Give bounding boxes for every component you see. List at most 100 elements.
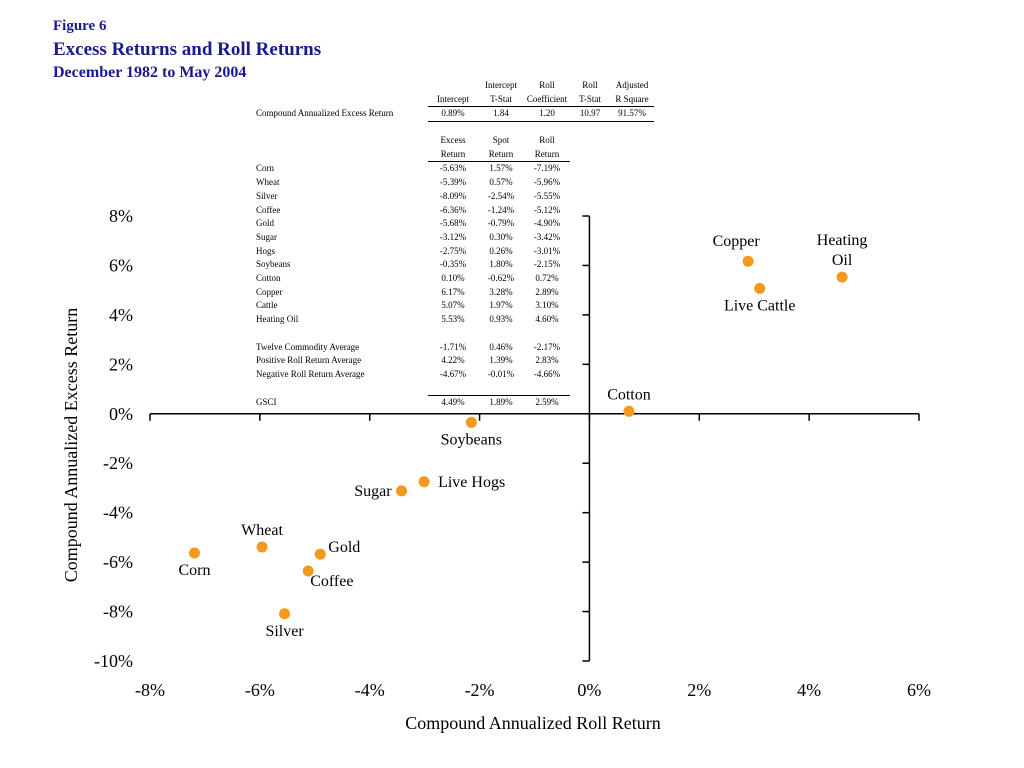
returns-row: Sugar -3.12% 0.30% -3.42%: [256, 231, 570, 245]
returns-spacer-cell: [256, 327, 570, 341]
returns-gsci-row-c3: 2.59%: [524, 395, 570, 411]
returns-row-c2: 0.93%: [489, 314, 513, 325]
returns-row-c1: 5.07%: [441, 300, 465, 311]
chart-points: [188, 255, 848, 620]
ret-h2-c3: Return: [524, 147, 570, 163]
returns-row-c3: -5.96%: [533, 177, 561, 188]
returns-row: Copper 6.17% 3.28% 2.89%: [256, 286, 570, 300]
figure-title: Excess Returns and Roll Returns: [53, 39, 322, 60]
data-point: [396, 485, 408, 497]
returns-row-c0: Gold: [256, 218, 274, 229]
reg-h2-c5: R Square: [610, 92, 654, 108]
data-point: [754, 282, 766, 294]
returns-gsci-row-c2: 1.89%: [478, 395, 524, 411]
returns-row-c0: Silver: [256, 190, 278, 201]
x-tick-label: 6%: [907, 680, 931, 700]
reg-h2-c4: T-Stat: [570, 92, 610, 108]
returns-row-c2: 3.28%: [489, 286, 513, 297]
returns-row-c1: -5.68%: [439, 218, 467, 229]
returns-row-c2: 0.57%: [489, 177, 513, 188]
point-label: Silver: [265, 623, 304, 640]
ret-h1-c0: [256, 134, 428, 148]
reg-h2-c3: Coefficient: [524, 92, 570, 108]
figure-label: Figure 6: [53, 18, 107, 34]
regression-data-row: Compound Annualized Excess Return 0.89% …: [256, 106, 654, 123]
returns-row-c0: Cotton: [256, 273, 281, 284]
returns-header-row-1: Excess Spot Roll: [256, 134, 570, 148]
y-tick-label: 2%: [109, 354, 133, 374]
returns-row-c3: 0.72%: [535, 273, 559, 284]
x-tick-label: 2%: [687, 680, 711, 700]
returns-row-c2: 1.57%: [489, 163, 513, 174]
returns-row-c2: 0.30%: [489, 231, 513, 242]
data-point: [279, 608, 291, 620]
reg-row-c3: 1.20: [524, 106, 570, 123]
returns-summary-row-c2: 1.39%: [489, 355, 513, 366]
reg-h1-c0: [256, 79, 428, 93]
point-label: Cotton: [607, 386, 651, 403]
reg-h2-c1: Intercept: [428, 92, 478, 108]
returns-summary-row-c1: 4.22%: [441, 355, 465, 366]
y-tick-label: 8%: [109, 206, 133, 226]
point-label: Soybeans: [441, 431, 502, 448]
point-label-line: Heating: [817, 232, 868, 249]
returns-row-c1: -2.75%: [439, 245, 467, 256]
returns-row: Soybeans -0.35% 1.80% -2.15%: [256, 258, 570, 272]
returns-gsci-row-c0: GSCI: [256, 397, 277, 408]
returns-summary-row-c2: 0.46%: [489, 341, 513, 352]
returns-row-c3: -5.12%: [533, 204, 561, 215]
ret-h2-c1: Return: [428, 147, 478, 163]
returns-row: Coffee -6.36% -1.24% -5.12%: [256, 204, 570, 218]
returns-row-c1: 0.10%: [441, 273, 465, 284]
returns-row-c2: -1.24%: [487, 204, 515, 215]
returns-row-c2: -0.79%: [487, 218, 515, 229]
y-tick-label: -4%: [103, 503, 133, 523]
regression-table: Intercept Roll Roll Adjusted Intercept T…: [256, 79, 654, 123]
returns-row-c2: 1.80%: [489, 259, 513, 270]
returns-row-c0: Coffee: [256, 204, 281, 215]
returns-row: Cattle 5.07% 1.97% 3.10%: [256, 299, 570, 313]
data-point: [836, 271, 848, 283]
returns-summary-row-c0: Positive Roll Return Average: [256, 355, 362, 366]
reg-row-c0: Compound Annualized Excess Return: [256, 108, 394, 119]
figure-subtitle: December 1982 to May 2004: [53, 64, 247, 81]
returns-row-c2: -2.54%: [487, 190, 515, 201]
returns-row-c0: Heating Oil: [256, 314, 299, 325]
data-point: [302, 565, 314, 577]
returns-row-c3: -2.15%: [533, 259, 561, 270]
returns-row-c0: Cattle: [256, 300, 278, 311]
returns-row-c3: -5.55%: [533, 190, 561, 201]
returns-row-c3: -4.90%: [533, 218, 561, 229]
reg-h1-c5: Adjusted: [615, 80, 649, 90]
returns-row: Heating Oil 5.53% 0.93% 4.60%: [256, 313, 570, 327]
returns-summary-row: Negative Roll Return Average -4.67% -0.01%…: [256, 368, 570, 382]
y-tick-label: -2%: [103, 453, 133, 473]
point-label: Sugar: [354, 483, 392, 500]
returns-gsci-row-c1: 4.49%: [428, 395, 478, 411]
returns-row-c0: Wheat: [256, 177, 280, 188]
reg-h2-c2: T-Stat: [478, 92, 524, 108]
data-point: [742, 255, 754, 267]
x-tick-label: 4%: [797, 680, 821, 700]
reg-row-c2: 1.84: [478, 106, 524, 123]
returns-row-c3: 2.89%: [535, 286, 559, 297]
chart-point-labels: Corn Wheat Silver Coffee Gold Sugar Live Hogs S…: [178, 232, 867, 640]
data-point: [623, 405, 635, 417]
returns-row-c1: -0.35%: [439, 259, 467, 270]
returns-row-c0: Copper: [256, 286, 283, 297]
reg-row-c1: 0.89%: [428, 106, 478, 123]
returns-row-c1: -8.09%: [439, 190, 467, 201]
returns-summary-row-c3: 2.83%: [535, 355, 559, 366]
data-point: [465, 416, 477, 428]
returns-row-c3: -7.19%: [533, 163, 561, 174]
reg-h1-c3: Roll: [539, 80, 555, 90]
point-label: Wheat: [241, 522, 283, 539]
returns-row-c3: 4.60%: [535, 314, 559, 325]
point-label: Copper: [713, 233, 761, 250]
ret-h1-c1: Excess: [440, 135, 466, 145]
returns-row-c3: -3.42%: [533, 231, 561, 242]
returns-row-c2: 0.26%: [489, 245, 513, 256]
returns-summary-row-c3: -2.17%: [533, 341, 561, 352]
returns-row: Wheat -5.39% 0.57% -5.96%: [256, 176, 570, 190]
